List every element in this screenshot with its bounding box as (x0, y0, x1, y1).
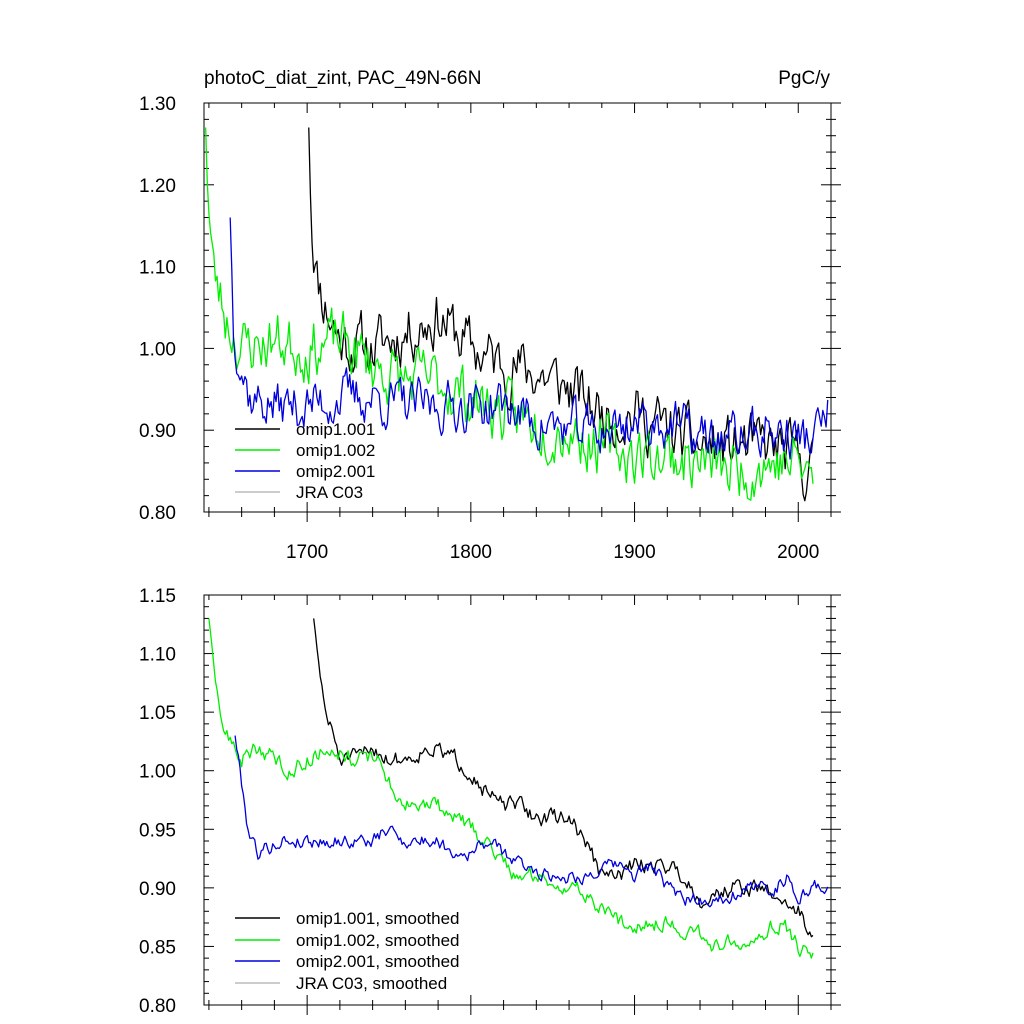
series-line-omip1-001-smoothed (313, 618, 814, 938)
top-panel-units: PgC/y (778, 68, 830, 89)
y-tick-label: 0.85 (139, 937, 176, 958)
bottom-panel-axes: 0.80 0.85 0.90 0.95 1.00 1.05 1.10 1.15 (139, 586, 841, 1017)
legend-label-omip2-001-smoothed: omip2.001, smoothed (296, 952, 460, 971)
y-tick-label: 0.95 (139, 820, 176, 841)
x-tick-label: 2000 (777, 542, 819, 563)
series-line-omip1-001 (308, 127, 814, 502)
x-tick-label: 1700 (286, 542, 328, 563)
series-line-omip1-002 (204, 127, 814, 501)
legend-label-omip1-002: omip1.002 (296, 441, 375, 460)
top-panel: photoC_diat_zint, PAC_49N-66N PgC/y 1700… (139, 68, 841, 563)
top-panel-legend: omip1.001 omip1.002 omip2.001 JRA C03 (235, 420, 375, 502)
series-line-omip1-002-smoothed (208, 618, 814, 959)
bottom-panel-legend: omip1.001, smoothed omip1.002, smoothed … (235, 909, 460, 993)
top-panel-frame (203, 102, 832, 513)
y-tick-label: 0.90 (139, 421, 176, 442)
y-tick-label: 0.80 (139, 503, 176, 524)
y-tick-label: 0.90 (139, 879, 176, 900)
legend-label-omip1-001-smoothed: omip1.001, smoothed (296, 909, 460, 928)
y-tick-label: 1.00 (139, 762, 176, 783)
top-panel-axes: 1700 1800 1900 2000 0.80 0.90 1.00 1.10 1.20 1.30 (139, 94, 841, 563)
legend-label-jra-c03: JRA C03 (296, 483, 363, 502)
y-tick-label: 1.15 (139, 586, 176, 607)
bottom-panel-frame (203, 594, 832, 1006)
legend-label-omip1-001: omip1.001 (296, 420, 375, 439)
top-panel-series (204, 127, 829, 502)
bottom-panel-series (208, 618, 829, 959)
y-tick-label: 1.30 (139, 94, 176, 115)
bottom-panel: 0.80 0.85 0.90 0.95 1.00 1.05 1.10 1.15 omip1.0… (139, 586, 841, 1017)
x-tick-label: 1900 (613, 542, 655, 563)
legend-label-jra-c03-smoothed: JRA C03, smoothed (296, 974, 447, 993)
legend-label-omip2-001: omip2.001 (296, 462, 375, 481)
y-tick-label: 1.20 (139, 176, 176, 197)
y-tick-label: 1.00 (139, 339, 176, 360)
series-line-omip2-001-smoothed (234, 735, 829, 908)
y-tick-label: 1.10 (139, 258, 176, 279)
top-panel-title: photoC_diat_zint, PAC_49N-66N (204, 68, 481, 89)
x-tick-label: 1800 (450, 542, 492, 563)
series-line-omip2-001 (229, 217, 829, 460)
y-tick-label: 1.05 (139, 703, 176, 724)
legend-label-omip1-002-smoothed: omip1.002, smoothed (296, 931, 460, 950)
y-tick-label: 0.80 (139, 996, 176, 1017)
y-tick-label: 1.10 (139, 645, 176, 666)
